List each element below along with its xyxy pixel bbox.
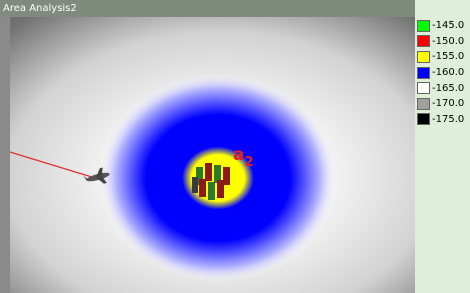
legend-label: -170.0 (432, 98, 464, 109)
legend-item: -150.0 (417, 34, 470, 50)
annotation-subscript: 2 (244, 155, 253, 170)
map-view: a2 (0, 17, 415, 293)
legend-item: -175.0 (417, 112, 470, 128)
legend-item: -165.0 (417, 80, 470, 96)
legend-swatch (417, 20, 430, 32)
legend-label: -145.0 (432, 20, 464, 31)
legend-swatch (417, 67, 430, 79)
legend-item: -160.0 (417, 65, 470, 81)
legend-swatch (417, 82, 430, 94)
legend-label: -160.0 (432, 67, 464, 78)
legend-label: -175.0 (432, 114, 464, 125)
window-title: Area Analysis2 (3, 3, 77, 14)
legend: -145.0 -150.0 -155.0 -160.0 -165.0 -170.0 -175… (417, 18, 470, 127)
legend-swatch (417, 35, 430, 47)
legend-item: -155.0 (417, 49, 470, 65)
border (0, 17, 10, 293)
legend-label: -155.0 (432, 51, 464, 62)
legend-swatch (417, 51, 430, 63)
title-bar: Area Analysis2 (0, 0, 415, 17)
window: Area Analysis2 (0, 0, 470, 293)
annotation-text: a (233, 145, 244, 165)
legend-item: -170.0 (417, 96, 470, 112)
legend-label: -150.0 (432, 36, 464, 47)
legend-swatch (417, 113, 430, 125)
legend-swatch (417, 98, 430, 110)
legend-label: -165.0 (432, 83, 464, 94)
legend-item: -145.0 (417, 18, 470, 34)
